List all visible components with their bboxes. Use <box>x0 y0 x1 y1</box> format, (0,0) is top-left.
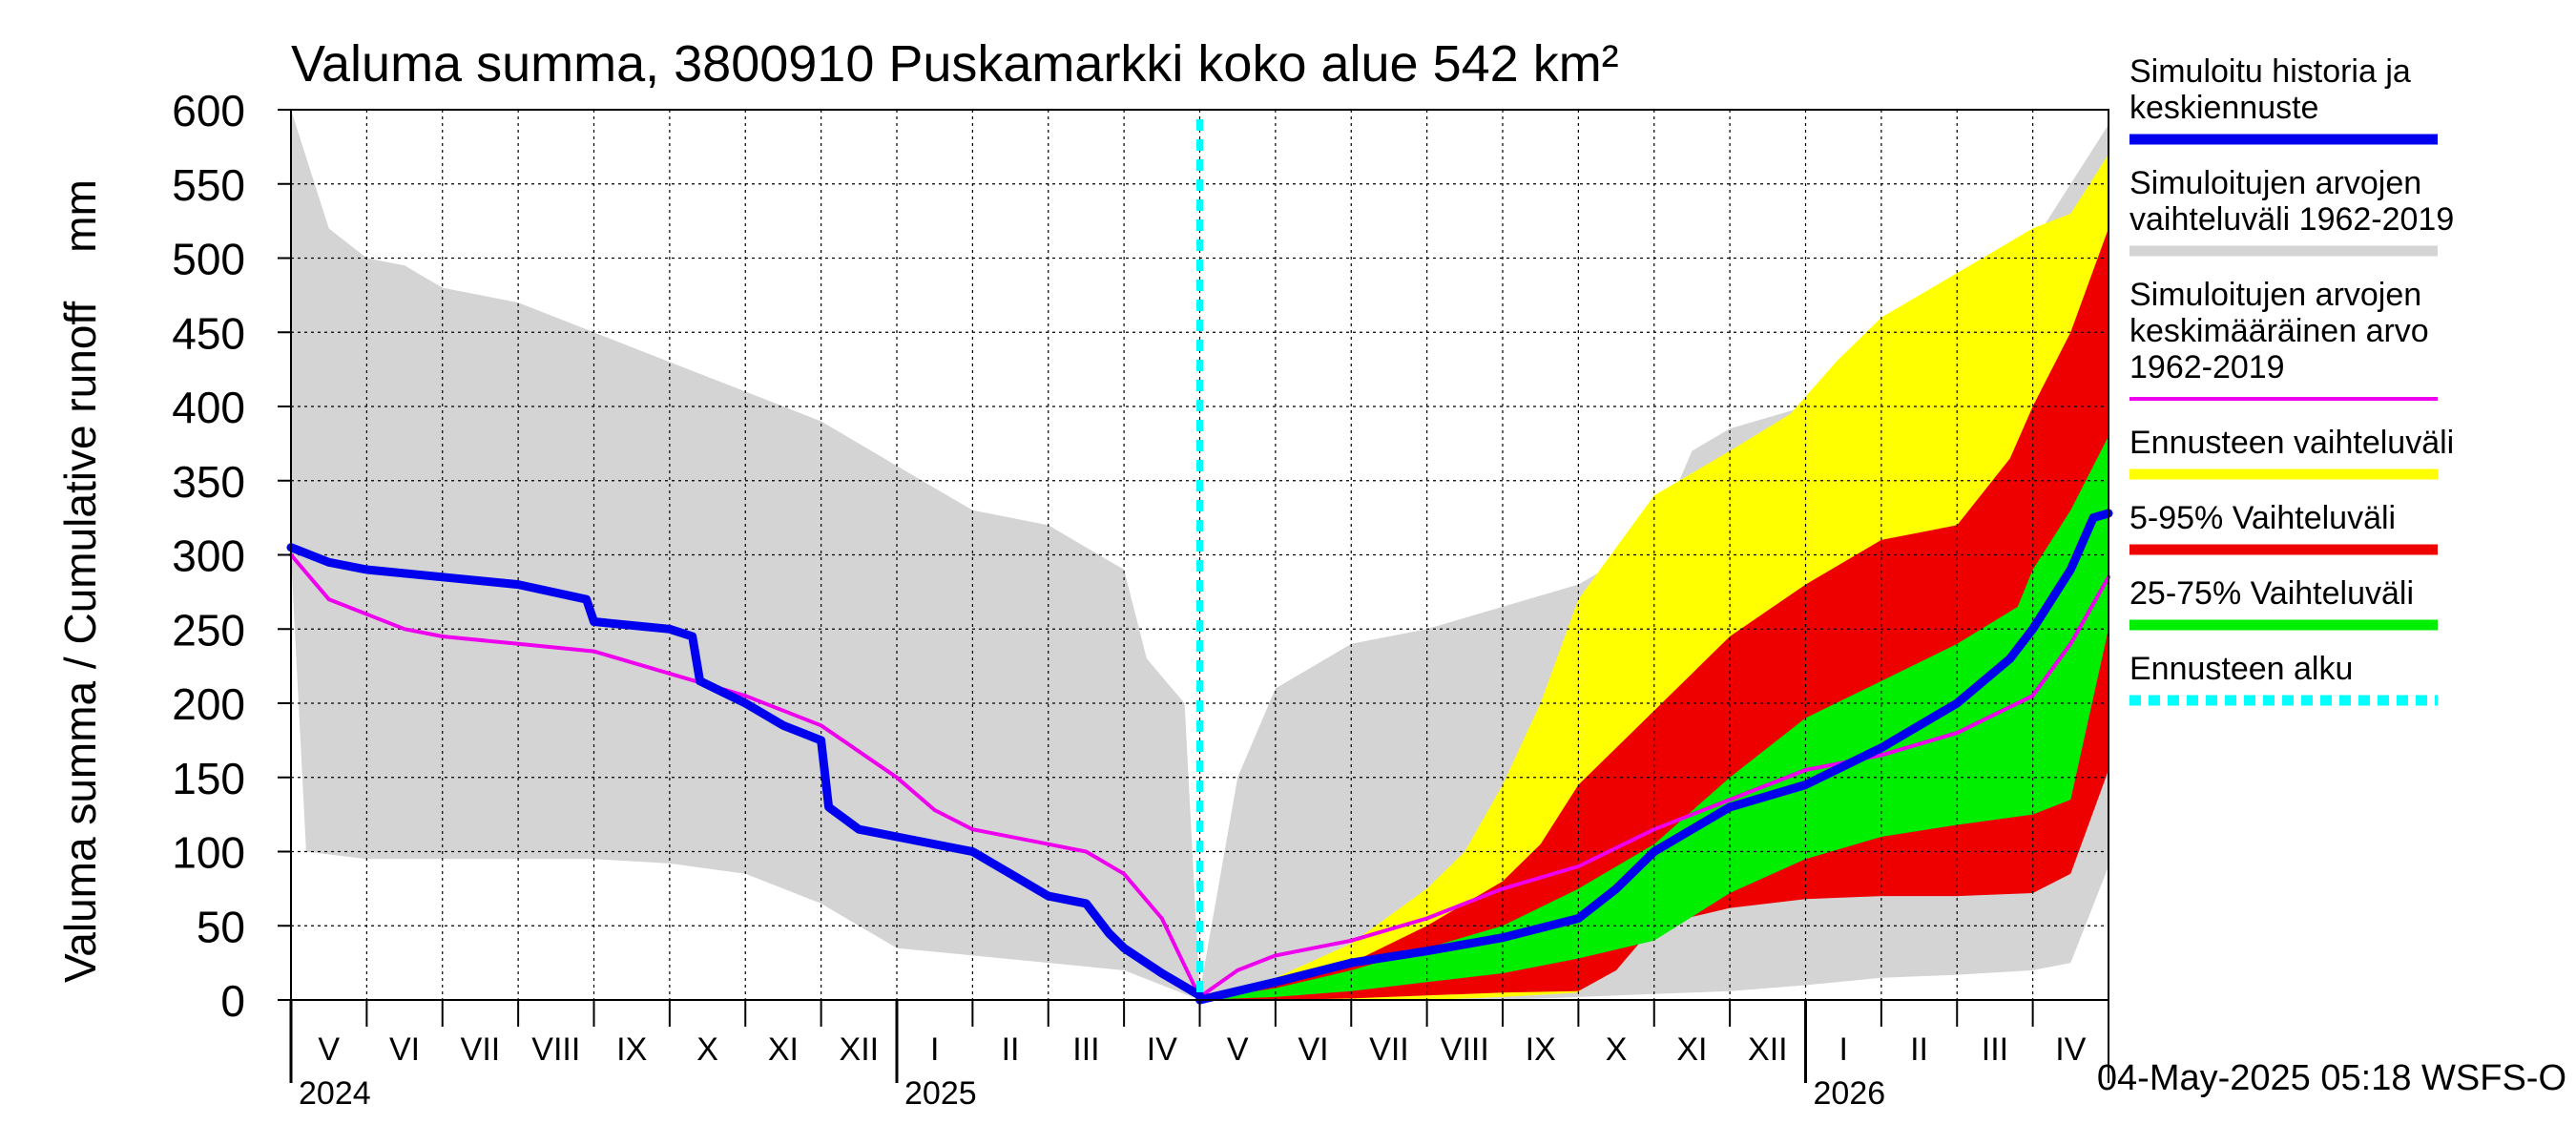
legend-item: Ennusteen alku <box>2129 651 2438 706</box>
legend-label: keskiennuste <box>2129 90 2318 126</box>
x-year-label: 2026 <box>1814 1075 1886 1112</box>
x-month-label: V <box>318 1031 340 1068</box>
y-tick-label: 600 <box>172 86 245 135</box>
y-tick-label: 550 <box>172 160 245 210</box>
x-month-label: II <box>1002 1031 1020 1068</box>
x-month-label: X <box>696 1031 718 1068</box>
y-tick-label: 350 <box>172 457 245 507</box>
legend-label: keskimääräinen arvo <box>2129 313 2429 349</box>
x-month-label: III <box>1982 1031 2008 1068</box>
legend-label: Simuloitu historia ja <box>2129 53 2411 90</box>
x-month-label: I <box>930 1031 939 1068</box>
chart-title: Valuma summa, 3800910 Puskamarkki koko a… <box>291 35 1619 93</box>
legend-item: Ennusteen vaihteluväli <box>2129 425 2454 480</box>
x-month-label: VII <box>1369 1031 1409 1068</box>
x-month-label: VI <box>389 1031 420 1068</box>
legend-label: 1962-2019 <box>2129 349 2285 385</box>
timestamp: 04-May-2025 05:18 WSFS-O <box>2097 1058 2566 1098</box>
legend-item: 5-95% Vaihteluväli <box>2129 500 2438 555</box>
y-tick-label: 200 <box>172 679 245 729</box>
x-month-label: XI <box>1676 1031 1707 1068</box>
x-month-label: XI <box>768 1031 799 1068</box>
x-month-label: VI <box>1298 1031 1329 1068</box>
mean-line <box>289 552 2110 999</box>
y-tick-label: 300 <box>172 531 245 581</box>
y-tick-label: 50 <box>197 902 245 951</box>
legend-label: 5-95% Vaihteluväli <box>2129 500 2396 536</box>
legend-label: Ennusteen vaihteluväli <box>2129 425 2454 461</box>
x-year-label: 2025 <box>904 1075 977 1112</box>
history-line <box>286 543 1204 1000</box>
x-month-label: VIII <box>1441 1031 1489 1068</box>
x-month-label: VII <box>461 1031 501 1068</box>
y-tick-label: 400 <box>172 383 245 432</box>
legend: Simuloitu historia jakeskiennusteSimuloi… <box>2129 53 2454 706</box>
legend-label: vaihteluväli 1962-2019 <box>2129 201 2454 238</box>
y-axis-label: Valuma summa / Cumulative runoff mm <box>55 179 105 983</box>
legend-label: Ennusteen alku <box>2129 651 2353 687</box>
median-forecast-line <box>1195 509 2113 1005</box>
x-month-label: II <box>1910 1031 1928 1068</box>
x-month-label: X <box>1606 1031 1628 1068</box>
y-tick-label: 500 <box>172 235 245 284</box>
y-tick-label: 450 <box>172 308 245 358</box>
x-month-label: XII <box>1748 1031 1788 1068</box>
x-month-label: III <box>1072 1031 1099 1068</box>
y-tick-label: 150 <box>172 754 245 803</box>
legend-label: Simuloitujen arvojen <box>2129 165 2421 201</box>
x-month-label: IV <box>2055 1031 2086 1068</box>
x-month-label: I <box>1839 1031 1847 1068</box>
legend-label: 25-75% Vaihteluväli <box>2129 575 2414 612</box>
x-month-label: XII <box>840 1031 880 1068</box>
x-month-label: IV <box>1147 1031 1177 1068</box>
x-month-label: IX <box>1526 1031 1556 1068</box>
x-month-label: VIII <box>531 1031 580 1068</box>
x-month-label: IX <box>616 1031 647 1068</box>
x-year-label: 2024 <box>299 1075 371 1112</box>
x-month-label: V <box>1227 1031 1249 1068</box>
y-tick-label: 0 <box>220 976 245 1026</box>
y-tick-label: 250 <box>172 605 245 655</box>
y-tick-label: 100 <box>172 828 245 878</box>
legend-item: 25-75% Vaihteluväli <box>2129 575 2438 631</box>
legend-label: Simuloitujen arvojen <box>2129 277 2421 313</box>
